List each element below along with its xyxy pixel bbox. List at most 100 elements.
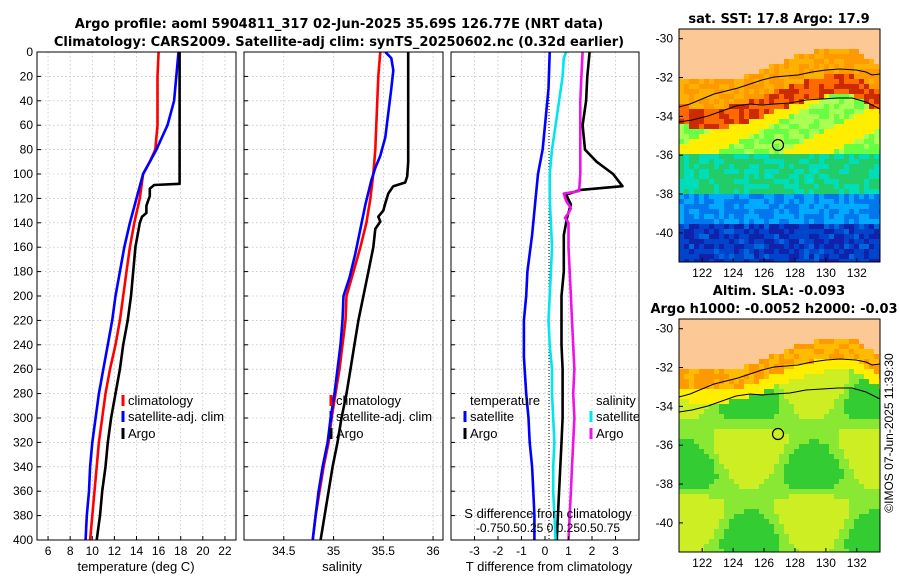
map-cell — [759, 324, 765, 330]
map-cell — [784, 214, 790, 220]
map-cell — [689, 89, 695, 95]
map-cell — [809, 159, 815, 165]
map-cell — [849, 519, 855, 525]
map-cell — [874, 189, 880, 195]
map-cell — [864, 114, 870, 120]
map-cell — [724, 194, 730, 200]
map-cell — [759, 144, 765, 150]
map-cell — [704, 194, 710, 200]
map-cell — [749, 404, 755, 410]
map-cell — [784, 404, 790, 410]
map-cell — [684, 229, 690, 235]
map-cell — [749, 214, 755, 220]
map-cell — [759, 479, 765, 485]
map-cell — [779, 164, 785, 170]
map-cell — [689, 344, 695, 350]
map-cell — [864, 429, 870, 435]
map-cell — [854, 154, 860, 160]
map-cell — [849, 374, 855, 380]
map-cell — [834, 179, 840, 185]
map-cell — [679, 319, 685, 325]
map-cell — [869, 179, 875, 185]
map-cell — [834, 499, 840, 505]
map-cell — [779, 154, 785, 160]
map-cell — [874, 374, 880, 380]
map-cell — [684, 519, 690, 525]
map-cell — [719, 139, 725, 145]
map-cell — [714, 159, 720, 165]
map-cell — [719, 184, 725, 190]
map-cell — [854, 129, 860, 135]
map-cell — [874, 234, 880, 240]
map-cell — [839, 384, 845, 390]
map-cell — [694, 184, 700, 190]
map-cell — [754, 509, 760, 515]
map-cell — [794, 494, 800, 500]
map-cell — [719, 259, 725, 262]
map-cell — [849, 319, 855, 325]
map-cell — [739, 504, 745, 510]
map-cell — [814, 384, 820, 390]
map-cell — [819, 364, 825, 370]
map-cell — [714, 339, 720, 345]
map-cell — [849, 69, 855, 75]
map-cell — [864, 454, 870, 460]
map-cell — [739, 449, 745, 455]
map-cell — [844, 94, 850, 100]
map-cell — [704, 224, 710, 230]
map-cell — [704, 354, 710, 360]
map-cell — [859, 444, 865, 450]
map-cell — [734, 399, 740, 405]
map-cell — [809, 374, 815, 380]
map-y-tick-label: -30 — [656, 32, 674, 46]
map-cell — [734, 164, 740, 170]
map-cell — [729, 49, 735, 55]
map-cell — [799, 249, 805, 255]
map-cell — [684, 109, 690, 115]
map-cell — [814, 504, 820, 510]
map-cell — [874, 254, 880, 260]
map-cell — [744, 479, 750, 485]
map-cell — [684, 484, 690, 490]
map-cell — [714, 209, 720, 215]
map-cell — [689, 59, 695, 65]
map-cell — [829, 479, 835, 485]
map-cell — [829, 379, 835, 385]
map-cell — [749, 539, 755, 545]
map-cell — [844, 534, 850, 540]
map-cell — [774, 454, 780, 460]
map-cell — [714, 499, 720, 505]
map-cell — [809, 114, 815, 120]
map-cell — [694, 204, 700, 210]
map-cell — [679, 384, 685, 390]
map-cell — [679, 494, 685, 500]
map-cell — [844, 549, 850, 552]
map-cell — [859, 164, 865, 170]
map-cell — [839, 349, 845, 355]
map-cell — [849, 219, 855, 225]
map-cell — [679, 389, 685, 395]
map-cell — [699, 149, 705, 155]
map-cell — [694, 529, 700, 535]
map-cell — [729, 199, 735, 205]
map-cell — [689, 454, 695, 460]
map-cell — [794, 509, 800, 515]
map-cell — [759, 489, 765, 495]
map-cell — [684, 459, 690, 465]
map-cell — [724, 504, 730, 510]
map-cell — [859, 549, 865, 552]
map-cell — [764, 189, 770, 195]
map-cell — [769, 74, 775, 80]
map-cell — [829, 124, 835, 130]
map-cell — [739, 239, 745, 245]
map-cell — [734, 514, 740, 520]
map-cell — [789, 229, 795, 235]
map-cell — [684, 399, 690, 405]
map-cell — [844, 219, 850, 225]
map-cell — [834, 359, 840, 365]
map-cell — [734, 194, 740, 200]
map-cell — [829, 449, 835, 455]
map-cell — [824, 184, 830, 190]
map-cell — [774, 494, 780, 500]
map-cell — [839, 414, 845, 420]
